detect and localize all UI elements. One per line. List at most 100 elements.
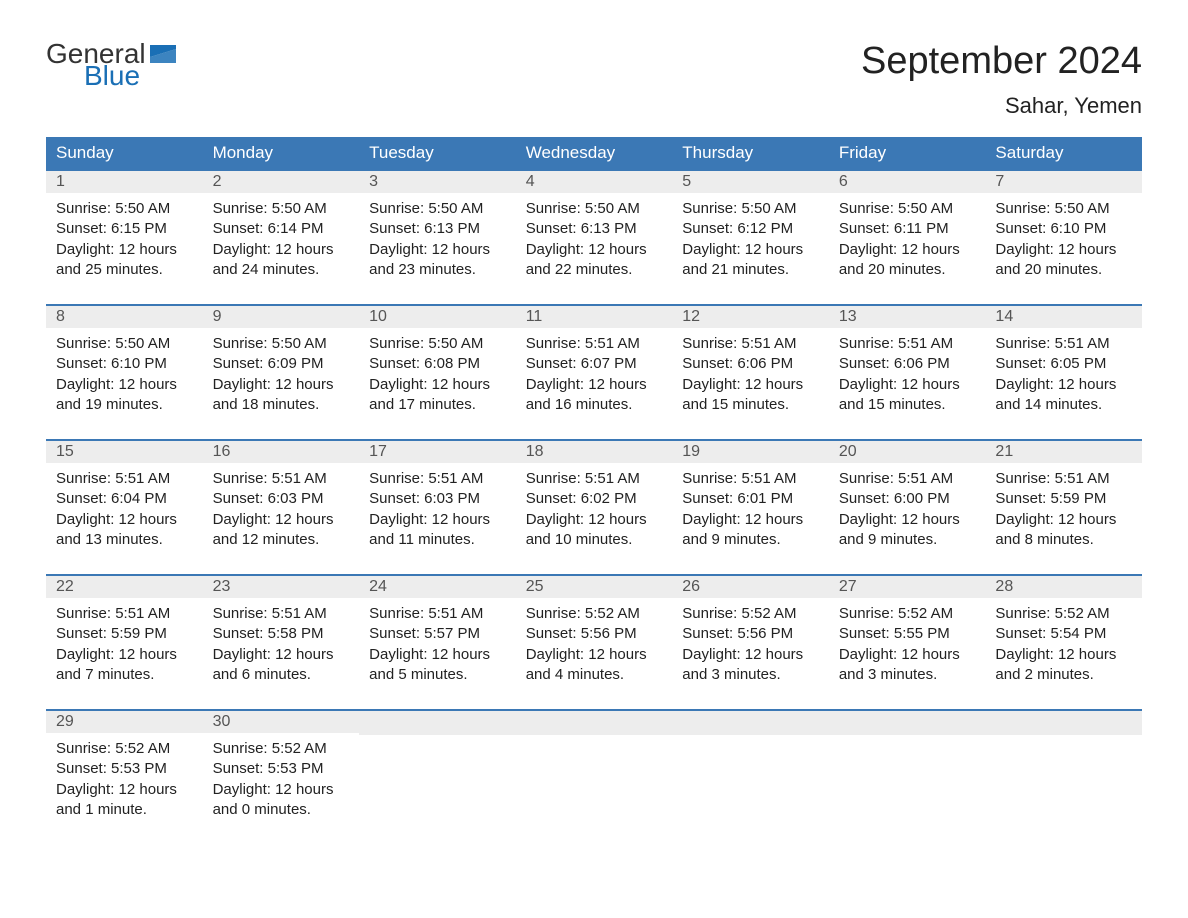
calendar-cell: 24Sunrise: 5:51 AMSunset: 5:57 PMDayligh… (359, 576, 516, 685)
calendar-cell: 13Sunrise: 5:51 AMSunset: 6:06 PMDayligh… (829, 306, 986, 415)
daylight-line: Daylight: 12 hours and 6 minutes. (213, 645, 350, 686)
daylight-line: Daylight: 12 hours and 20 minutes. (839, 240, 976, 281)
sunrise-line: Sunrise: 5:50 AM (56, 199, 193, 219)
day-number: 20 (829, 441, 986, 463)
calendar-cell: 15Sunrise: 5:51 AMSunset: 6:04 PMDayligh… (46, 441, 203, 550)
calendar-cell: 23Sunrise: 5:51 AMSunset: 5:58 PMDayligh… (203, 576, 360, 685)
logo-text-blue: Blue (84, 62, 176, 90)
day-number: 29 (46, 711, 203, 733)
month-title: September 2024 (861, 40, 1142, 83)
day-details: Sunrise: 5:52 AMSunset: 5:53 PMDaylight:… (46, 733, 203, 820)
sunrise-line: Sunrise: 5:50 AM (213, 199, 350, 219)
daylight-line: Daylight: 12 hours and 24 minutes. (213, 240, 350, 281)
day-number: 8 (46, 306, 203, 328)
weekday-label: Wednesday (516, 137, 673, 169)
daylight-line: Daylight: 12 hours and 18 minutes. (213, 375, 350, 416)
calendar-cell: 7Sunrise: 5:50 AMSunset: 6:10 PMDaylight… (985, 171, 1142, 280)
sunset-line: Sunset: 6:11 PM (839, 219, 976, 239)
calendar-cell (516, 711, 673, 820)
sunrise-line: Sunrise: 5:51 AM (56, 604, 193, 624)
day-details: Sunrise: 5:51 AMSunset: 5:58 PMDaylight:… (203, 598, 360, 685)
day-details: Sunrise: 5:52 AMSunset: 5:53 PMDaylight:… (203, 733, 360, 820)
day-details: Sunrise: 5:51 AMSunset: 5:59 PMDaylight:… (985, 463, 1142, 550)
sunset-line: Sunset: 6:06 PM (682, 354, 819, 374)
title-block: September 2024 Sahar, Yemen (861, 40, 1142, 119)
sunrise-line: Sunrise: 5:52 AM (56, 739, 193, 759)
day-details: Sunrise: 5:52 AMSunset: 5:55 PMDaylight:… (829, 598, 986, 685)
day-number: 10 (359, 306, 516, 328)
sunrise-line: Sunrise: 5:51 AM (56, 469, 193, 489)
day-number: 25 (516, 576, 673, 598)
weekday-label: Friday (829, 137, 986, 169)
sunset-line: Sunset: 6:01 PM (682, 489, 819, 509)
sunrise-line: Sunrise: 5:51 AM (839, 334, 976, 354)
daylight-line: Daylight: 12 hours and 8 minutes. (995, 510, 1132, 551)
weekday-label: Sunday (46, 137, 203, 169)
day-number: 17 (359, 441, 516, 463)
day-details: Sunrise: 5:51 AMSunset: 6:01 PMDaylight:… (672, 463, 829, 550)
daylight-line: Daylight: 12 hours and 2 minutes. (995, 645, 1132, 686)
sunrise-line: Sunrise: 5:51 AM (213, 604, 350, 624)
day-details: Sunrise: 5:50 AMSunset: 6:14 PMDaylight:… (203, 193, 360, 280)
calendar-cell: 8Sunrise: 5:50 AMSunset: 6:10 PMDaylight… (46, 306, 203, 415)
day-details: Sunrise: 5:50 AMSunset: 6:11 PMDaylight:… (829, 193, 986, 280)
sunset-line: Sunset: 5:56 PM (682, 624, 819, 644)
sunrise-line: Sunrise: 5:51 AM (995, 334, 1132, 354)
sunrise-line: Sunrise: 5:51 AM (839, 469, 976, 489)
daylight-line: Daylight: 12 hours and 9 minutes. (839, 510, 976, 551)
day-number: 5 (672, 171, 829, 193)
calendar-cell: 16Sunrise: 5:51 AMSunset: 6:03 PMDayligh… (203, 441, 360, 550)
calendar-cell: 4Sunrise: 5:50 AMSunset: 6:13 PMDaylight… (516, 171, 673, 280)
calendar: SundayMondayTuesdayWednesdayThursdayFrid… (46, 137, 1142, 820)
daylight-line: Daylight: 12 hours and 25 minutes. (56, 240, 193, 281)
daylight-line: Daylight: 12 hours and 3 minutes. (682, 645, 819, 686)
sunrise-line: Sunrise: 5:51 AM (526, 469, 663, 489)
sunset-line: Sunset: 6:08 PM (369, 354, 506, 374)
sunset-line: Sunset: 5:56 PM (526, 624, 663, 644)
daylight-line: Daylight: 12 hours and 5 minutes. (369, 645, 506, 686)
sunset-line: Sunset: 6:06 PM (839, 354, 976, 374)
sunrise-line: Sunrise: 5:50 AM (369, 199, 506, 219)
calendar-cell: 9Sunrise: 5:50 AMSunset: 6:09 PMDaylight… (203, 306, 360, 415)
sunset-line: Sunset: 6:09 PM (213, 354, 350, 374)
calendar-cell: 11Sunrise: 5:51 AMSunset: 6:07 PMDayligh… (516, 306, 673, 415)
calendar-cell: 12Sunrise: 5:51 AMSunset: 6:06 PMDayligh… (672, 306, 829, 415)
daylight-line: Daylight: 12 hours and 0 minutes. (213, 780, 350, 821)
sunrise-line: Sunrise: 5:50 AM (995, 199, 1132, 219)
day-number: 9 (203, 306, 360, 328)
calendar-week: 8Sunrise: 5:50 AMSunset: 6:10 PMDaylight… (46, 304, 1142, 415)
sunrise-line: Sunrise: 5:51 AM (369, 604, 506, 624)
sunrise-line: Sunrise: 5:52 AM (526, 604, 663, 624)
calendar-week: 1Sunrise: 5:50 AMSunset: 6:15 PMDaylight… (46, 169, 1142, 280)
sunset-line: Sunset: 6:13 PM (369, 219, 506, 239)
sunset-line: Sunset: 6:03 PM (369, 489, 506, 509)
daylight-line: Daylight: 12 hours and 14 minutes. (995, 375, 1132, 416)
calendar-cell: 26Sunrise: 5:52 AMSunset: 5:56 PMDayligh… (672, 576, 829, 685)
day-details: Sunrise: 5:52 AMSunset: 5:54 PMDaylight:… (985, 598, 1142, 685)
sunset-line: Sunset: 6:05 PM (995, 354, 1132, 374)
day-number (359, 711, 516, 735)
sunrise-line: Sunrise: 5:50 AM (369, 334, 506, 354)
calendar-cell (672, 711, 829, 820)
day-details (985, 735, 1142, 741)
day-details: Sunrise: 5:50 AMSunset: 6:08 PMDaylight:… (359, 328, 516, 415)
sunset-line: Sunset: 5:55 PM (839, 624, 976, 644)
day-number (516, 711, 673, 735)
day-number: 26 (672, 576, 829, 598)
sunrise-line: Sunrise: 5:50 AM (682, 199, 819, 219)
day-number: 16 (203, 441, 360, 463)
day-number: 30 (203, 711, 360, 733)
day-details: Sunrise: 5:51 AMSunset: 6:03 PMDaylight:… (203, 463, 360, 550)
sunset-line: Sunset: 5:57 PM (369, 624, 506, 644)
calendar-week: 15Sunrise: 5:51 AMSunset: 6:04 PMDayligh… (46, 439, 1142, 550)
calendar-week: 22Sunrise: 5:51 AMSunset: 5:59 PMDayligh… (46, 574, 1142, 685)
flag-icon (150, 45, 176, 63)
daylight-line: Daylight: 12 hours and 3 minutes. (839, 645, 976, 686)
day-number: 7 (985, 171, 1142, 193)
daylight-line: Daylight: 12 hours and 15 minutes. (839, 375, 976, 416)
daylight-line: Daylight: 12 hours and 17 minutes. (369, 375, 506, 416)
sunrise-line: Sunrise: 5:51 AM (526, 334, 663, 354)
daylight-line: Daylight: 12 hours and 10 minutes. (526, 510, 663, 551)
day-details: Sunrise: 5:50 AMSunset: 6:13 PMDaylight:… (359, 193, 516, 280)
sunrise-line: Sunrise: 5:50 AM (56, 334, 193, 354)
